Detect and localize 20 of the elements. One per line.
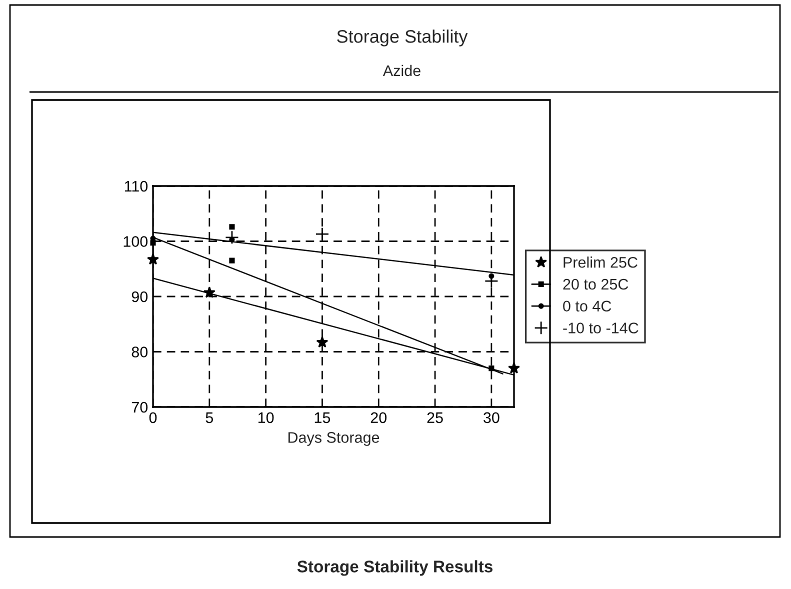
x-tick-label: 30 <box>484 412 500 424</box>
y-tick-label: 90 <box>132 291 148 302</box>
x-tick-label: 5 <box>206 412 214 424</box>
x-tick-label: 10 <box>258 412 274 424</box>
legend-label: 20 to 25C <box>563 278 628 290</box>
chart-title: Storage Stability <box>337 30 468 46</box>
legend-label: Prelim 25C <box>564 256 638 268</box>
y-tick-label: 100 <box>124 236 148 247</box>
legend-label: 0 to 4C <box>563 300 612 312</box>
x-axis-title: Days Storage <box>288 432 380 446</box>
legend-label: -10 to -14C <box>563 322 638 334</box>
y-tick-label: 70 <box>132 402 148 413</box>
y-tick-label: 110 <box>124 180 148 192</box>
x-tick-label: 25 <box>427 412 443 424</box>
chart-subtitle: Azide <box>382 64 420 76</box>
x-tick-label: 0 <box>149 412 157 424</box>
text: Storage Stability Results <box>297 560 492 576</box>
y-tick-label: 80 <box>132 346 148 358</box>
x-tick-label: 15 <box>314 412 330 424</box>
x-tick-label: 20 <box>370 412 387 424</box>
